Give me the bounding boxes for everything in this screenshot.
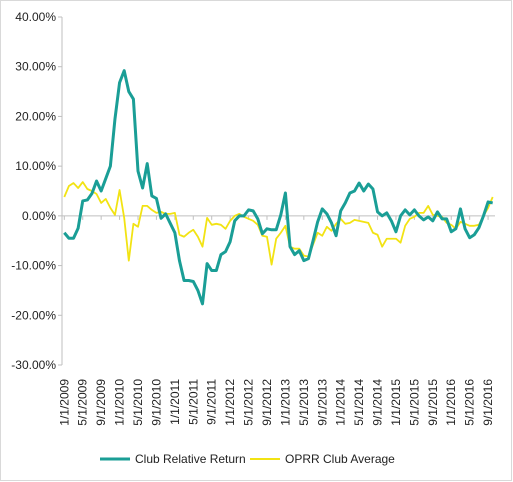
x-tick-label: 1/1/2015 [389,379,403,426]
x-tick-label: 1/1/2013 [278,379,292,426]
x-tick-label: 9/1/2012 [260,379,274,426]
y-tick-label: 20.00% [15,109,56,123]
y-tick-label: -20.00% [11,308,56,322]
x-tick-label: 5/1/2011 [186,379,200,425]
x-tick-label: 5/1/2014 [352,379,366,426]
x-tick-label: 5/1/2016 [463,379,477,426]
x-tick-label: 1/1/2009 [57,379,71,426]
legend-label: Club Relative Return [135,452,246,466]
legend-label: OPRR Club Average [285,452,395,466]
line-series [63,181,494,266]
y-tick-label: 10.00% [15,159,56,173]
x-tick-label: 9/1/2013 [315,379,329,426]
x-tick-label: 1/1/2016 [444,379,458,426]
x-tick-label: 1/1/2010 [113,379,127,426]
x-tick-label: 1/1/2011 [168,379,182,425]
x-tick-label: 5/1/2013 [297,379,311,426]
line-series [63,69,494,306]
x-tick-label: 9/1/2010 [149,379,163,426]
y-tick-label: 30.00% [15,60,56,74]
x-tick-label: 9/1/2009 [94,379,108,426]
x-tick-label: 5/1/2009 [76,379,90,426]
y-tick-label: -30.00% [11,358,56,372]
x-tick-label: 1/1/2012 [223,379,237,426]
y-tick-label: 0.00% [22,209,56,223]
x-tick-label: 5/1/2012 [242,379,256,426]
x-tick-label: 9/1/2016 [481,379,495,426]
x-tick-label: 1/1/2014 [334,379,348,426]
y-tick-label: -10.00% [11,259,56,273]
x-tick-label: 9/1/2015 [426,379,440,426]
x-tick-label: 9/1/2011 [205,379,219,425]
x-tick-label: 5/1/2015 [407,379,421,426]
x-tick-label: 9/1/2014 [371,379,385,426]
y-tick-label: 40.00% [15,10,56,24]
x-tick-label: 5/1/2010 [131,379,145,426]
